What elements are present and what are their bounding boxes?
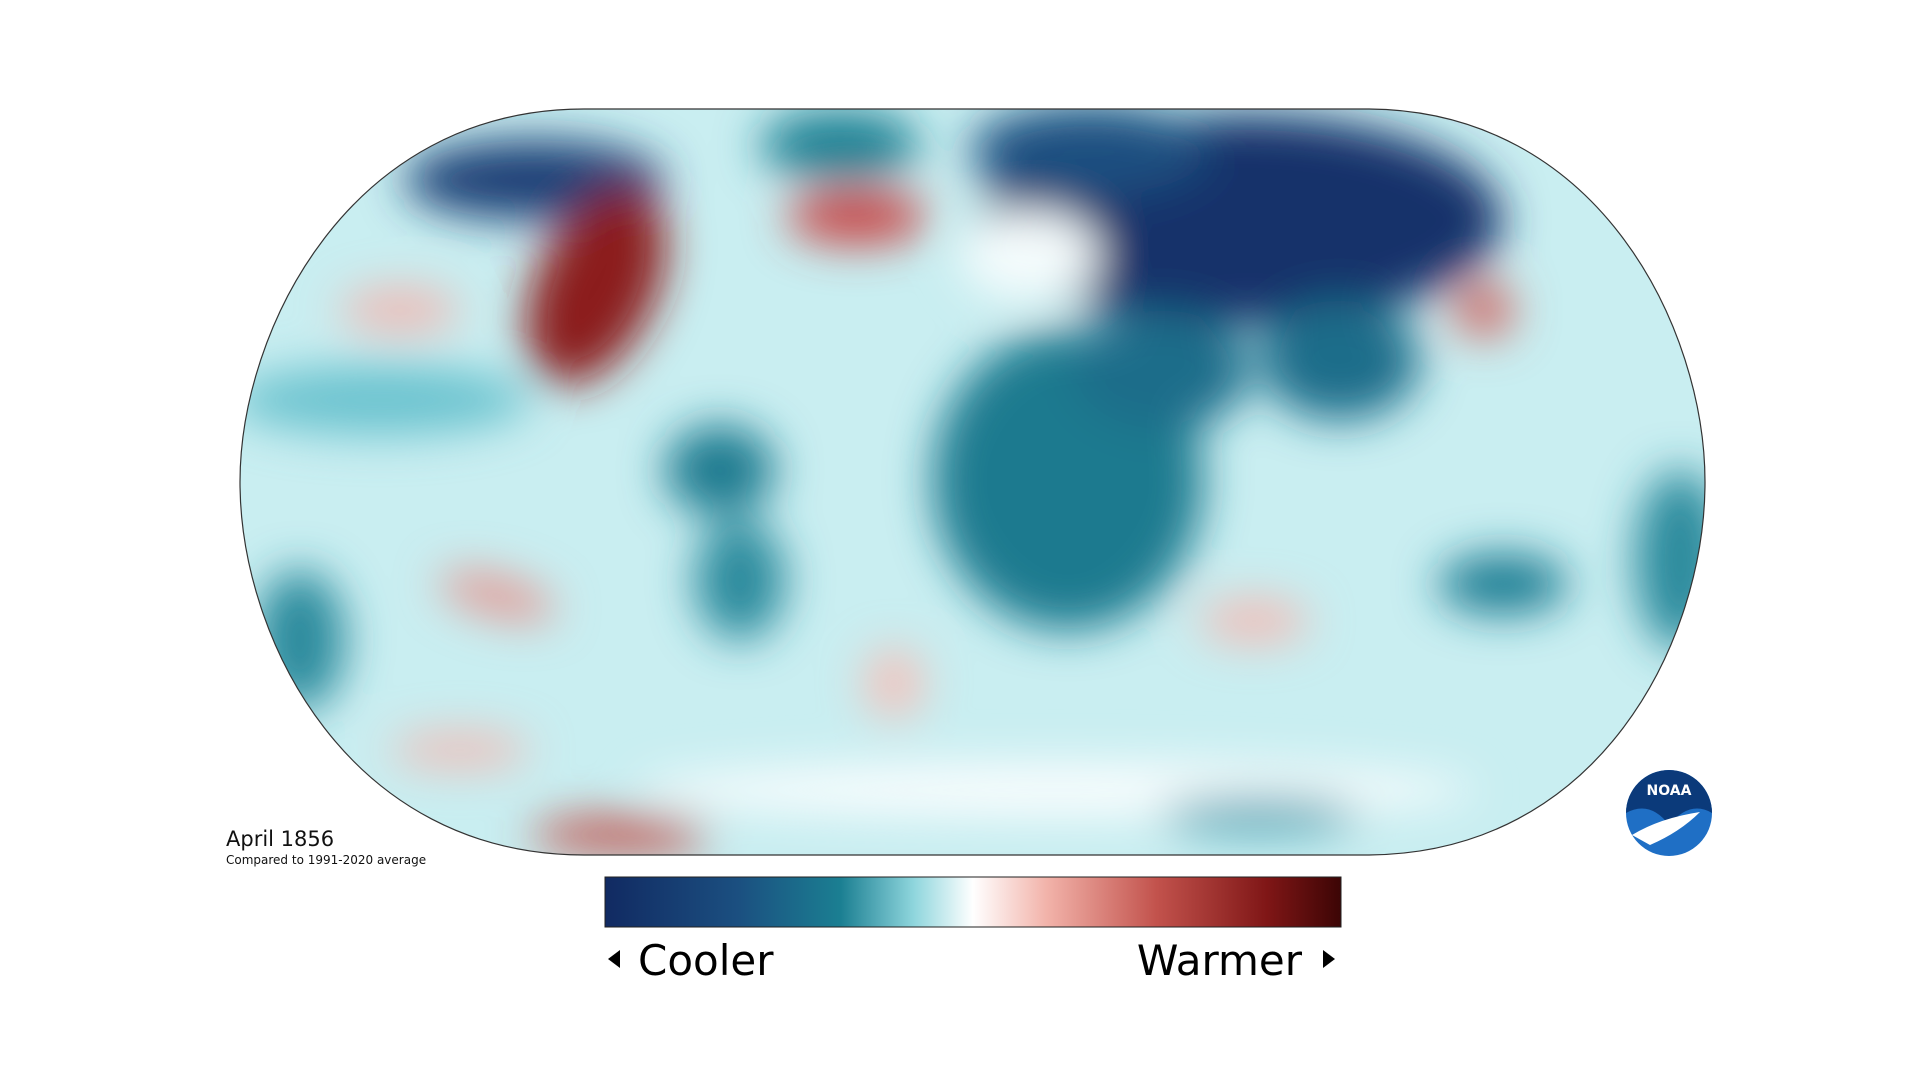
arrow-left: [608, 950, 620, 968]
logo-text: NOAA: [1647, 783, 1692, 799]
cool-region: [240, 365, 530, 435]
warm-region: [1199, 599, 1309, 643]
cool-region: [1438, 554, 1568, 614]
map-border: [239, 108, 1706, 856]
cool-region: [255, 570, 345, 710]
warm-region: [530, 817, 710, 853]
logo-top: [1626, 770, 1712, 825]
cool-region: [695, 520, 785, 640]
anomaly-blobs: [240, 109, 1705, 853]
anomaly-field: [240, 109, 1705, 855]
cool-region: [760, 110, 920, 180]
warm-region: [1454, 282, 1514, 338]
warm-region: [438, 571, 556, 621]
noaa-logo: NOAA: [1626, 770, 1712, 856]
warm-region: [525, 187, 667, 385]
warm-region: [787, 189, 927, 245]
warm-region: [864, 648, 924, 718]
cool-region: [1070, 310, 1250, 430]
cool-region: [665, 425, 775, 515]
arrow-right: [1323, 950, 1335, 968]
color-scale: [604, 876, 1342, 928]
cool-region: [1260, 300, 1420, 420]
logo-bird: [1632, 812, 1700, 845]
cool-region: [970, 109, 1210, 195]
legend-high: Warmer: [1137, 936, 1303, 985]
neutral-region: [960, 210, 1100, 300]
warm-region: [390, 732, 530, 768]
date-label: April 1856: [226, 827, 334, 851]
warm-region: [340, 288, 460, 332]
cool-region: [1160, 797, 1360, 833]
legend-low: Cooler: [638, 936, 774, 985]
subtitle: Compared to 1991-2020 average: [226, 853, 426, 867]
